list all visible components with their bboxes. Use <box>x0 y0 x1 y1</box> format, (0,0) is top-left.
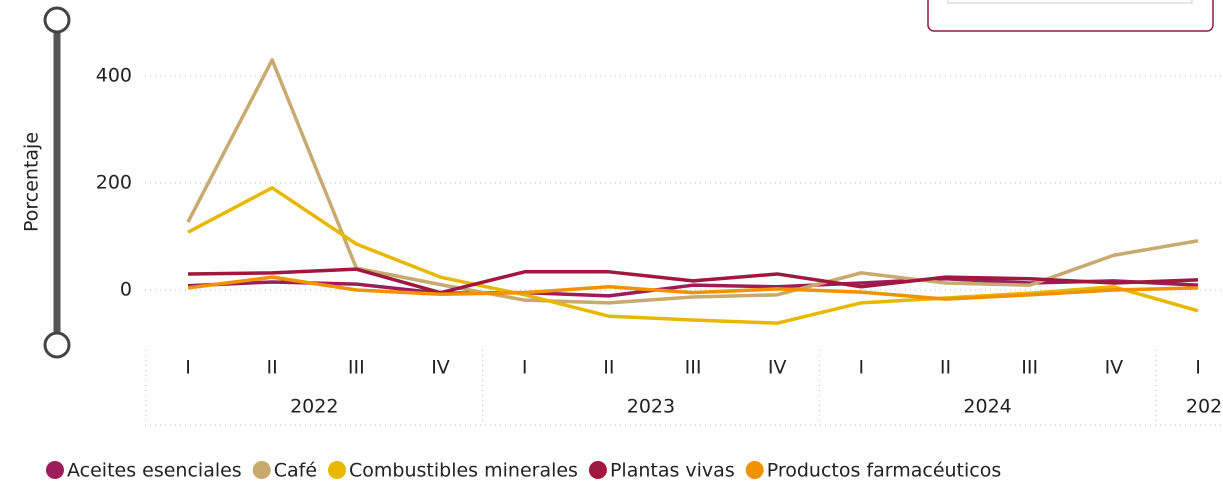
legend-label: Café <box>274 460 317 482</box>
y-tick-label: 0 <box>120 279 132 301</box>
series-line <box>187 277 1199 298</box>
x-group-label: 2022 <box>290 396 338 418</box>
series-line <box>187 267 1199 295</box>
legend-label: Plantas vivas <box>610 460 735 482</box>
x-tick-label: I <box>185 357 191 379</box>
legend-swatch <box>46 461 64 479</box>
y-axis-label: Porcentaje <box>21 132 43 232</box>
x-tick-label: III <box>685 357 702 379</box>
zoom-handle-bottom[interactable] <box>43 331 71 359</box>
zoom-handle-top[interactable] <box>43 6 71 34</box>
x-tick-label: II <box>603 357 614 379</box>
x-tick-label: II <box>940 357 951 379</box>
legend-swatch <box>328 461 347 479</box>
x-tick-label: IV <box>431 357 450 379</box>
x-tick-label: III <box>348 357 365 379</box>
slicer-input[interactable] <box>947 0 1193 4</box>
series-line <box>187 275 1199 301</box>
series-line <box>187 186 1199 325</box>
legend-label: Productos farmacéuticos <box>767 460 1002 482</box>
x-group-label: 2025 <box>1186 396 1223 418</box>
legend-swatch <box>252 461 271 479</box>
x-tick-label: IV <box>1105 357 1124 379</box>
legend-label: Aceites esenciales <box>67 460 242 482</box>
series-line <box>186 58 1199 305</box>
x-group-label: 2024 <box>963 396 1011 418</box>
x-tick-label: I <box>859 357 865 379</box>
x-tick-label: III <box>1021 357 1038 379</box>
x-tick-label: I <box>1195 357 1201 379</box>
x-tick-label: IV <box>768 357 787 379</box>
slicer-box[interactable] <box>927 0 1214 32</box>
x-tick-label: I <box>522 357 528 379</box>
legend-label: Combustibles minerales <box>349 460 578 482</box>
x-tick-label: II <box>267 357 278 379</box>
legend-swatch <box>745 461 764 479</box>
x-group-label: 2023 <box>627 396 675 418</box>
y-tick-label: 200 <box>96 172 132 194</box>
legend-swatch <box>588 461 607 479</box>
y-tick-label: 400 <box>96 65 132 87</box>
